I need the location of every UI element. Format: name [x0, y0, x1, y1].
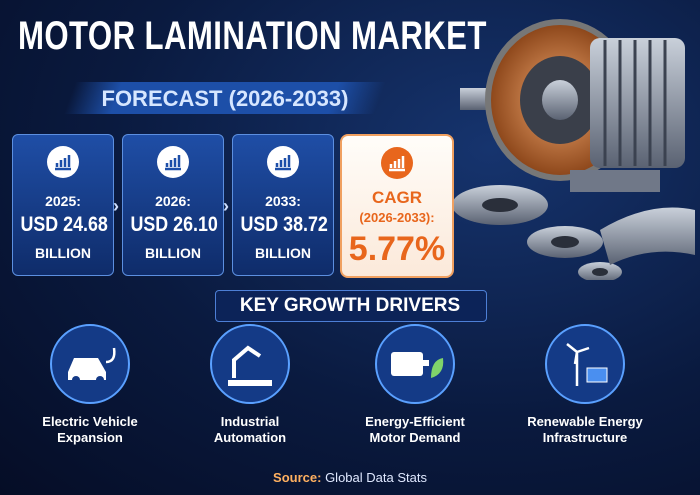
subtitle: FORECAST (2026-2033)	[101, 86, 349, 111]
chart-icon	[267, 146, 299, 178]
arrow: ›	[113, 196, 119, 216]
stat-card: 2025: USD 24.68 BILLION	[12, 134, 114, 276]
driver: Energy-Efficient Motor Demand	[340, 322, 490, 446]
title: MOTOR LAMINATION MARKET	[18, 14, 487, 58]
cagr-label: CAGR	[371, 188, 423, 207]
stat-card: 2026: USD 26.10 BILLION	[122, 134, 224, 276]
source: Source: Global Data Stats	[0, 470, 700, 485]
stat-value: USD 24.68	[20, 213, 108, 236]
cagr-value: 5.77%	[348, 230, 446, 268]
chart-icon	[47, 146, 79, 178]
stat-year: 2025:	[45, 193, 81, 209]
driver: Electric Vehicle Expansion	[15, 322, 165, 446]
driver-label: Energy-Efficient	[365, 414, 465, 429]
driver: Renewable Energy Infrastructure	[510, 322, 660, 446]
stat-year: 2026:	[155, 193, 191, 209]
arrow: ›	[223, 196, 229, 216]
stat-value: USD 38.72	[240, 213, 328, 236]
driver-label: Renewable Energy	[527, 414, 643, 429]
chart-icon	[381, 147, 413, 179]
driver-label: Motor Demand	[369, 430, 461, 445]
source-text: Global Data Stats	[325, 470, 427, 485]
driver-icon	[210, 324, 290, 404]
cagr-card: CAGR (2026-2033): 5.77%	[340, 134, 454, 278]
driver-icon	[50, 324, 130, 404]
driver-label: Expansion	[57, 430, 123, 445]
driver-icon	[545, 324, 625, 404]
driver: Industrial Automation	[175, 322, 325, 446]
driver-label: Electric Vehicle	[42, 414, 138, 429]
stat-unit: BILLION	[145, 245, 201, 261]
chart-icon	[157, 146, 189, 178]
driver-label: Infrastructure	[542, 430, 628, 445]
section-title: KEY GROWTH DRIVERS	[239, 295, 461, 316]
driver-label: Automation	[213, 430, 287, 445]
section-band	[215, 290, 487, 322]
driver-icon	[375, 324, 455, 404]
stat-unit: BILLION	[35, 245, 91, 261]
stat-value: USD 26.10	[130, 213, 218, 236]
stat-year: 2033:	[265, 193, 301, 209]
motor-illustration	[452, 19, 695, 280]
stat-unit: BILLION	[255, 245, 311, 261]
driver-label: Industrial	[220, 414, 280, 429]
cagr-period: (2026-2033):	[359, 210, 435, 225]
source-label: Source:	[273, 470, 322, 485]
stat-card: 2033: USD 38.72 BILLION	[232, 134, 334, 276]
